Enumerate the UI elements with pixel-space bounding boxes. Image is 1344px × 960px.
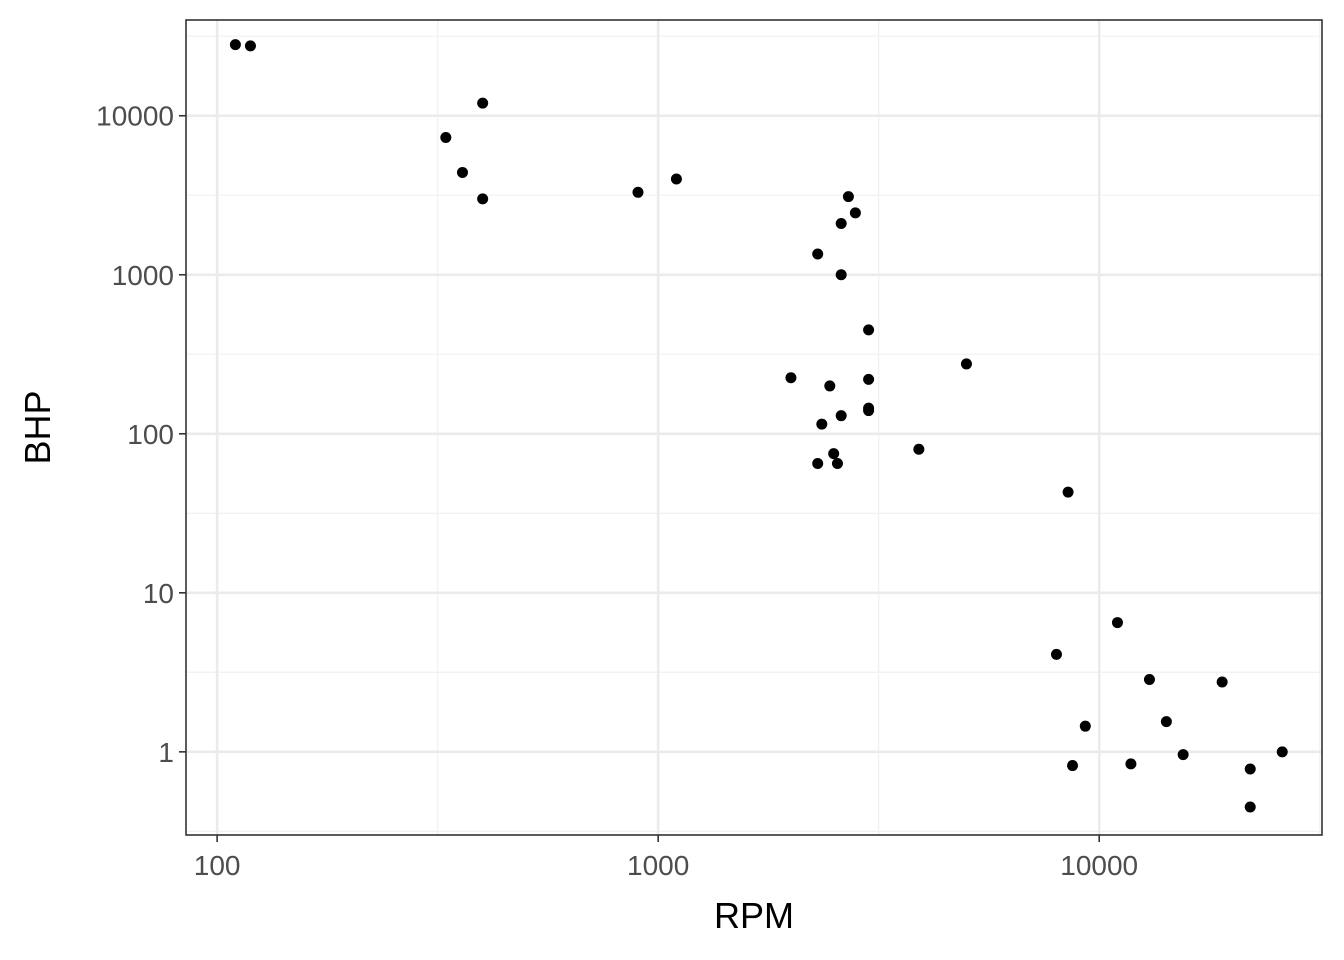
panel-border [185, 19, 1323, 836]
x-tick-label: 10000 [1060, 850, 1138, 881]
data-point [863, 373, 875, 385]
y-tick-label: 1000 [112, 260, 174, 291]
data-point [1216, 676, 1228, 688]
data-point [863, 324, 875, 336]
y-tick-label: 100 [127, 419, 174, 450]
data-point [1244, 801, 1256, 813]
data-point [842, 191, 854, 203]
data-point [812, 458, 824, 470]
axis-ticks: 100 1000 10000 1 10 100 1000 10000 [96, 101, 1138, 881]
data-point [1244, 763, 1256, 775]
data-point [1276, 746, 1288, 758]
data-point [1067, 760, 1079, 772]
data-point [849, 207, 861, 219]
data-point [1079, 720, 1091, 732]
data-point [835, 269, 847, 281]
data-point [835, 218, 847, 230]
data-point [863, 405, 875, 417]
data-point [1160, 716, 1172, 728]
data-point [244, 40, 256, 52]
x-tick-label: 1000 [627, 850, 689, 881]
data-point [1050, 648, 1062, 660]
data-point [1062, 486, 1074, 498]
data-point [477, 193, 489, 205]
data-point [1177, 749, 1189, 761]
data-point [960, 358, 972, 370]
data-point [824, 380, 836, 392]
data-point [913, 443, 925, 455]
data-point [229, 39, 241, 51]
data-point [670, 173, 682, 185]
grid [186, 20, 1322, 835]
y-axis-title: BHP [17, 390, 58, 464]
data-point [812, 248, 824, 260]
data-point [828, 448, 840, 460]
panel-background [186, 20, 1322, 835]
data-point [785, 372, 797, 384]
data-point [440, 131, 452, 143]
data-point [477, 97, 489, 109]
data-point [831, 458, 843, 470]
x-axis-title: RPM [714, 895, 794, 936]
data-point [1125, 758, 1137, 770]
data-point [632, 186, 644, 198]
data-point [1143, 674, 1155, 686]
y-tick-label: 10 [143, 578, 174, 609]
y-tick-label: 1 [158, 737, 174, 768]
data-point [1111, 617, 1123, 629]
data-point [456, 166, 468, 178]
x-tick-label: 100 [194, 850, 241, 881]
data-points [229, 39, 1288, 813]
y-tick-label: 10000 [96, 101, 174, 132]
data-point [816, 418, 828, 430]
data-point [835, 410, 847, 422]
